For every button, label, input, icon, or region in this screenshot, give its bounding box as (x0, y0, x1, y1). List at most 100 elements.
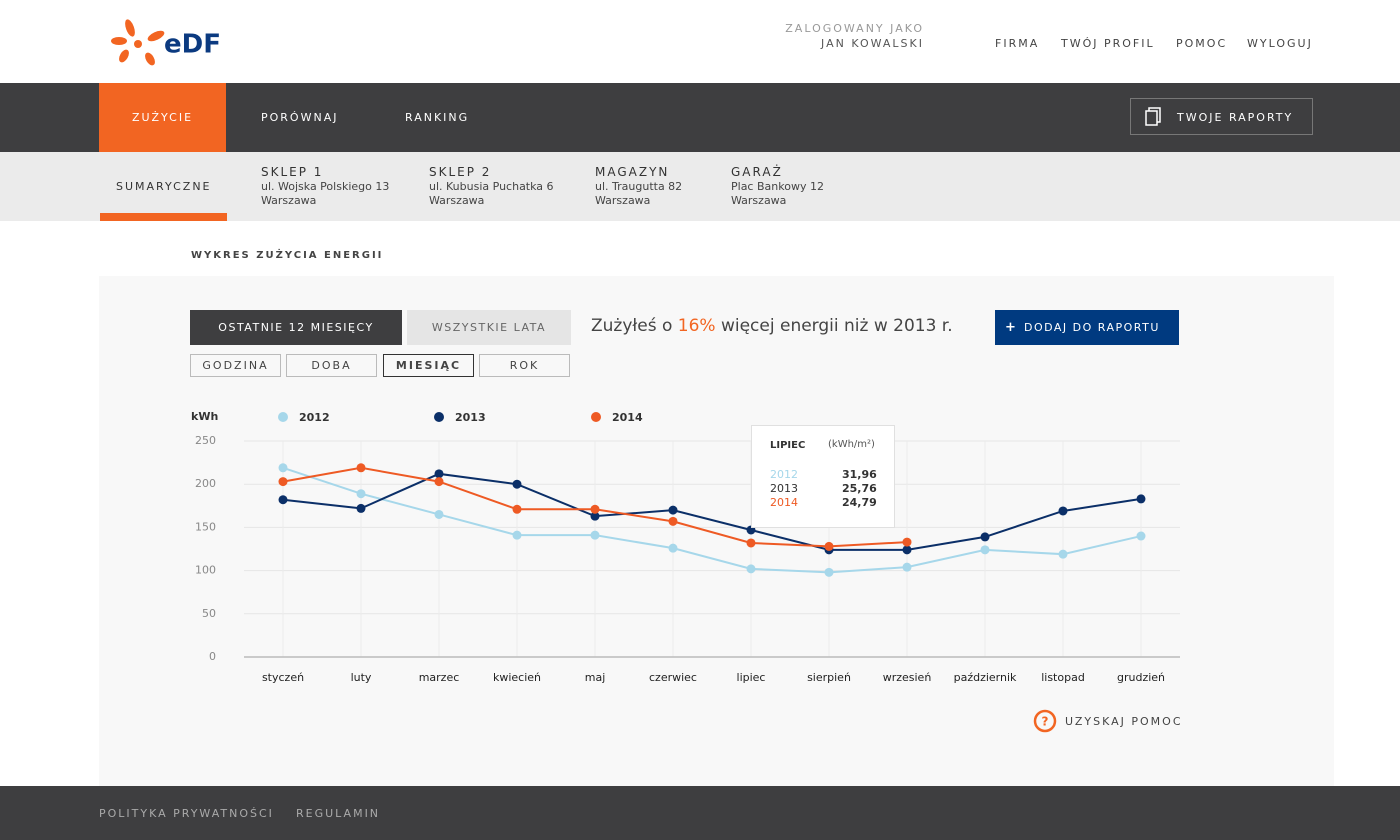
x-tick-label: maj (585, 671, 606, 684)
point (356, 463, 366, 473)
x-tick-label: sierpień (807, 671, 851, 684)
tooltip-value: 25,76 (842, 482, 877, 495)
period-button[interactable]: MIESIĄC (383, 354, 474, 377)
footer-link[interactable]: REGULAMIN (296, 807, 381, 820)
y-tick-label: 0 (209, 650, 216, 663)
place-city: Warszawa (261, 194, 317, 207)
subnav: SUMARYCZNE SKLEP 1 ul. Wojska Polskiego 1… (0, 152, 1400, 221)
x-tick-label: styczeń (262, 671, 304, 684)
reports-button[interactable]: TWOJE RAPORTY (1130, 98, 1313, 135)
report-icon (1145, 107, 1161, 126)
help-link[interactable]: UZYSKAJ POMOC (1065, 715, 1183, 728)
point (434, 477, 444, 487)
message-highlight: 16% (677, 316, 716, 336)
place-street: ul. Wojska Polskiego 13 (261, 180, 390, 193)
point (980, 545, 990, 555)
footer: POLITYKA PRYWATNOŚCI REGULAMIN (0, 786, 1400, 840)
link[interactable]: WYLOGUJ (1247, 37, 1313, 50)
logged-label: ZALOGOWANY JAKO (785, 22, 924, 35)
point (512, 504, 522, 514)
tab[interactable]: RANKING (405, 111, 470, 124)
panel (99, 276, 1334, 786)
point (902, 545, 912, 555)
point (1058, 506, 1068, 516)
chart: kWh 0 50 100 150 200 250 styczeń luty marzec kwiec… (191, 410, 1180, 684)
nav: ZUŻYCIE PORÓWNAJ RANKING TWOJE RAPORTY (0, 83, 1400, 152)
logo: eDF (111, 19, 221, 66)
add-label: DODAJ DO RAPORTU (1024, 321, 1160, 334)
point (434, 509, 444, 519)
tooltip-value: 31,96 (842, 468, 877, 481)
summary-tab[interactable]: SUMARYCZNE (116, 180, 212, 193)
message: Zużyłeś o 16% więcej energii niż w 2013 … (591, 316, 953, 336)
tab[interactable]: ZUŻYCIE (131, 111, 194, 124)
legend-label: 2013 (455, 411, 486, 424)
y-axis-label: kWh (191, 410, 218, 423)
place-name[interactable]: SKLEP 2 (429, 165, 492, 179)
place-name[interactable]: SKLEP 1 (261, 165, 324, 179)
x-tick-label: październik (954, 671, 1017, 684)
point (278, 463, 288, 473)
y-tick-label: 200 (195, 477, 216, 490)
legend-label: 2012 (299, 411, 330, 424)
point (824, 541, 834, 551)
point (278, 477, 288, 487)
link[interactable]: FIRMA (995, 37, 1040, 50)
line (282, 472, 1142, 551)
place-name[interactable]: MAGAZYN (595, 165, 670, 179)
x-tick-label: listopad (1041, 671, 1085, 684)
footer-link[interactable]: POLITYKA PRYWATNOŚCI (99, 807, 274, 820)
logo-text: eDF (164, 30, 221, 60)
x-tick-label: kwiecień (493, 671, 541, 684)
x-tick-label: wrzesień (883, 671, 932, 684)
tooltip: LIPIEC (kWh/m²) 2012 31,96 2013 25,76 2014 24… (751, 425, 895, 528)
point (278, 495, 288, 505)
y-tick-label: 150 (195, 520, 216, 533)
range-button[interactable]: WSZYSTKIE LATA (407, 310, 571, 345)
message-text: więcej energii niż w 2013 r. (715, 316, 953, 336)
point (1058, 549, 1068, 559)
point (668, 505, 678, 515)
tooltip-year: 2014 (770, 496, 798, 509)
place-city: Warszawa (731, 194, 787, 207)
link[interactable]: POMOC (1176, 37, 1228, 50)
tab[interactable]: PORÓWNAJ (261, 111, 339, 124)
place-city: Warszawa (595, 194, 651, 207)
range-button[interactable]: OSTATNIE 12 MIESIĘCY (190, 310, 402, 345)
period-button[interactable]: DOBA (286, 354, 377, 377)
svg-text:?: ? (1042, 715, 1049, 729)
legend-label: 2014 (612, 411, 643, 424)
help-icon[interactable]: ? (1033, 709, 1057, 733)
place-street: ul. Traugutta 82 (595, 180, 683, 193)
x-tick-label: czerwiec (649, 671, 697, 684)
link[interactable]: TWÓJ PROFIL (1061, 37, 1155, 50)
header: eDF ZALOGOWANY JAKO JAN KOWALSKI FIRMA T… (0, 0, 1400, 83)
point (1136, 494, 1146, 504)
section-title: WYKRES ZUŻYCIA ENERGII (191, 250, 384, 261)
point (980, 532, 990, 542)
x-tick-label: grudzień (1117, 671, 1165, 684)
legend-marker (278, 412, 288, 422)
place-street: ul. Kubusia Puchatka 6 (429, 180, 554, 193)
tooltip-year: 2013 (770, 482, 798, 495)
point (356, 489, 366, 499)
tooltip-year: 2012 (770, 468, 798, 481)
place-name[interactable]: GARAŻ (731, 165, 783, 179)
period-button[interactable]: GODZINA (190, 354, 281, 377)
period-button[interactable]: ROK (479, 354, 570, 377)
x-tick-label: lipiec (737, 671, 766, 684)
legend-marker (591, 412, 601, 422)
tooltip-unit: (kWh/m²) (828, 439, 875, 450)
point (512, 479, 522, 489)
point (668, 543, 678, 553)
add-button[interactable]: + DODAJ DO RAPORTU (995, 310, 1179, 345)
reports-label: TWOJE RAPORTY (1177, 111, 1294, 124)
point (824, 567, 834, 577)
point (746, 538, 756, 548)
message-text: Zużyłeś o (591, 316, 678, 336)
place-street: Plac Bankowy 12 (731, 180, 824, 193)
x-tick-label: marzec (419, 671, 460, 684)
tooltip-title: LIPIEC (770, 440, 806, 451)
point (590, 504, 600, 514)
